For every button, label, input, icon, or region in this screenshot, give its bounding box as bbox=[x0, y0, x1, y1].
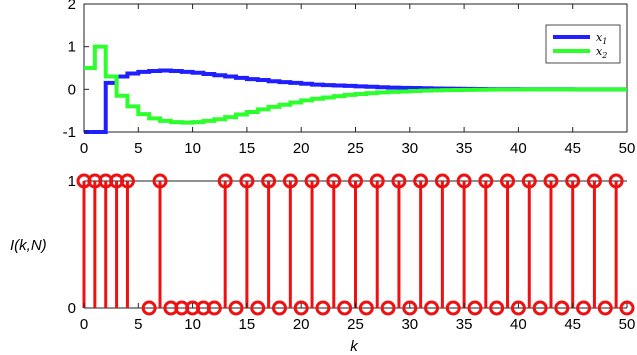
stem-marker bbox=[152, 173, 168, 189]
stem-marker bbox=[619, 300, 635, 316]
bottom-ticks-group: 0 5 10 15 20 25 30 35 40 45 50 0 1 bbox=[68, 173, 636, 333]
bottom-x-tick-label: 50 bbox=[619, 316, 636, 333]
legend-box bbox=[545, 24, 621, 64]
stem-marker bbox=[500, 173, 516, 189]
top-x-tick-label: 50 bbox=[619, 140, 636, 157]
stem-marker bbox=[413, 173, 429, 189]
bottom-x-tick-label: 20 bbox=[293, 316, 310, 333]
top-x-tick-label: 30 bbox=[401, 140, 418, 157]
legend-label-x2-base: x bbox=[596, 45, 603, 58]
stem-marker bbox=[206, 300, 222, 316]
stem-marker bbox=[358, 300, 374, 316]
series-x2-line bbox=[84, 44, 627, 125]
stem-marker bbox=[119, 173, 135, 189]
stem-marker bbox=[228, 300, 244, 316]
top-y-tick-label: 1 bbox=[68, 39, 76, 56]
bottom-x-tick-label: 40 bbox=[510, 316, 527, 333]
top-x-tick-label: 40 bbox=[510, 140, 527, 157]
bottom-x-tick-label: 5 bbox=[134, 316, 142, 333]
bottom-x-tick-label: 25 bbox=[347, 316, 364, 333]
bottom-x-tick-label: 45 bbox=[564, 316, 581, 333]
stem-marker bbox=[608, 173, 624, 189]
bottom-x-tick-label: 10 bbox=[184, 316, 201, 333]
stem-marker bbox=[445, 300, 461, 316]
stem-marker bbox=[217, 173, 233, 189]
bottom-x-tick-label: 35 bbox=[456, 316, 473, 333]
top-x-tick-label: 15 bbox=[239, 140, 256, 157]
stem-marker bbox=[597, 300, 613, 316]
bottom-x-tick-label: 15 bbox=[239, 316, 256, 333]
stem-marker bbox=[434, 173, 450, 189]
top-y-tick-label: 2 bbox=[68, 0, 76, 13]
bottom-x-tick-label: 0 bbox=[80, 316, 88, 333]
stem-marker bbox=[489, 300, 505, 316]
stem-marker bbox=[141, 300, 157, 316]
stem-marker bbox=[456, 173, 472, 189]
top-x-tick-label: 20 bbox=[293, 140, 310, 157]
stem-marker bbox=[510, 300, 526, 316]
legend-label-x1: x1 bbox=[596, 31, 607, 46]
stem-marker bbox=[467, 300, 483, 316]
top-x-tick-label: 0 bbox=[80, 140, 88, 157]
stem-marker bbox=[532, 300, 548, 316]
bottom-stems-group bbox=[76, 173, 635, 316]
stem-marker bbox=[565, 173, 581, 189]
legend-label-x2-sub: 2 bbox=[601, 51, 607, 60]
top-x-tick-label: 25 bbox=[347, 140, 364, 157]
stem-marker bbox=[326, 173, 342, 189]
top-x-tick-label: 10 bbox=[184, 140, 201, 157]
bottom-x-axis-label: k bbox=[350, 338, 359, 355]
stem-marker bbox=[239, 173, 255, 189]
bottom-y-axis-label: I(k,N) bbox=[10, 237, 47, 254]
stem-marker bbox=[543, 173, 559, 189]
top-y-tick-label: 0 bbox=[68, 81, 76, 98]
stem-marker bbox=[478, 173, 494, 189]
stem-marker bbox=[380, 300, 396, 316]
stem-marker bbox=[315, 300, 331, 316]
top-plot-frame bbox=[83, 3, 628, 133]
stem-marker bbox=[424, 300, 440, 316]
top-series-group bbox=[84, 44, 627, 134]
stem-marker bbox=[304, 173, 320, 189]
stem-marker bbox=[369, 173, 385, 189]
bottom-y-tick-label: 1 bbox=[68, 173, 76, 190]
stem-marker bbox=[576, 300, 592, 316]
bottom-stem-chart: 0 5 10 15 20 25 30 35 40 45 50 0 1 I(k,N) k bbox=[10, 173, 635, 355]
stem-marker bbox=[402, 300, 418, 316]
stem-marker bbox=[293, 300, 309, 316]
stem-marker bbox=[554, 300, 570, 316]
stem-marker bbox=[586, 173, 602, 189]
top-x-tick-label: 5 bbox=[134, 140, 142, 157]
legend-label-x2: x2 bbox=[596, 45, 607, 60]
stem-marker bbox=[271, 300, 287, 316]
stem-marker bbox=[250, 300, 266, 316]
stem-marker bbox=[391, 173, 407, 189]
top-legend: x1 x2 bbox=[545, 24, 621, 64]
legend-label-x1-sub: 1 bbox=[602, 37, 607, 46]
bottom-x-tick-label: 30 bbox=[401, 316, 418, 333]
stem-marker bbox=[521, 173, 537, 189]
stem-marker bbox=[282, 173, 298, 189]
bottom-y-tick-label: 0 bbox=[68, 300, 76, 317]
stem-marker bbox=[261, 173, 277, 189]
top-x-tick-label: 45 bbox=[564, 140, 581, 157]
stem-marker bbox=[337, 300, 353, 316]
top-y-tick-label: -1 bbox=[63, 124, 76, 141]
legend-label-x1-base: x bbox=[596, 31, 603, 44]
top-x-tick-label: 35 bbox=[456, 140, 473, 157]
stem-marker bbox=[348, 173, 363, 189]
